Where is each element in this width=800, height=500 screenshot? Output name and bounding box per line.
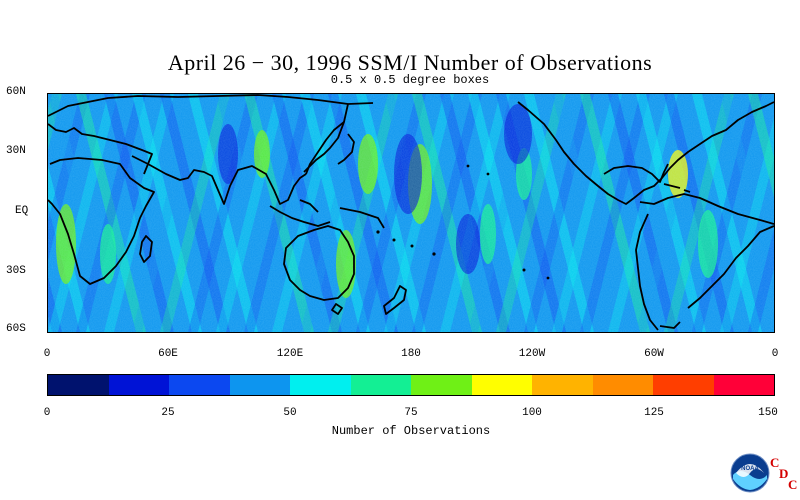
colorbar-segment-10 bbox=[653, 375, 714, 395]
colorbar-title: Number of Observations bbox=[331, 424, 491, 438]
lon-label-180: 180 bbox=[401, 348, 421, 360]
coast-new-zealand bbox=[383, 285, 407, 315]
lon-label-120w: 120W bbox=[518, 348, 546, 360]
colorbar-tick-0: 0 bbox=[43, 407, 51, 419]
coast-europe bbox=[48, 123, 153, 175]
colorbar-segment-11 bbox=[713, 375, 774, 395]
lat-label-60s: 60S bbox=[6, 323, 26, 335]
noaa-logo-text: NOAA bbox=[741, 466, 759, 472]
cdc-letter-2: D bbox=[779, 466, 789, 481]
coast-australia bbox=[283, 225, 355, 301]
coast-north-america bbox=[517, 101, 774, 205]
observation-map bbox=[47, 93, 775, 333]
lon-label-0-east: 0 bbox=[771, 348, 779, 360]
lat-label-30s: 30S bbox=[6, 265, 26, 277]
map-title: April 26 − 30, 1996 SSM/I Number of Obse… bbox=[167, 50, 653, 75]
coast-japan bbox=[337, 133, 355, 165]
lat-label-30n: 30N bbox=[6, 145, 26, 157]
colorbar-tick-125: 125 bbox=[644, 407, 664, 419]
map-subtitle: 0.5 x 0.5 degree boxes bbox=[330, 73, 490, 87]
coast-south-asia bbox=[131, 155, 307, 205]
colorbar-segment-9 bbox=[592, 375, 653, 395]
cdc-letter-3: C bbox=[788, 477, 798, 492]
noaa-logo-icon: NOAA bbox=[730, 453, 770, 493]
coast-eurasia bbox=[48, 94, 374, 173]
colorbar-segment-6 bbox=[411, 375, 472, 395]
colorbar-segment-2 bbox=[169, 375, 230, 395]
pacific-islands bbox=[376, 164, 550, 280]
colorbar-segment-7 bbox=[471, 375, 532, 395]
lon-label-60w: 60W bbox=[644, 348, 664, 360]
colorbar-segment-8 bbox=[532, 375, 593, 395]
colorbar-segment-5 bbox=[350, 375, 411, 395]
coast-south-tip bbox=[659, 321, 681, 329]
coastlines bbox=[48, 94, 774, 331]
colorbar-tick-50: 50 bbox=[283, 407, 297, 419]
lon-label-120e: 120E bbox=[276, 348, 304, 360]
coast-indonesia bbox=[269, 199, 385, 229]
lat-label-eq: EQ bbox=[15, 205, 29, 217]
lon-label-60e: 60E bbox=[158, 348, 178, 360]
colorbar-segment-3 bbox=[229, 375, 290, 395]
cdc-letter-1: C bbox=[770, 455, 780, 470]
coast-south-america bbox=[635, 193, 774, 331]
coast-tasmania bbox=[331, 303, 343, 315]
colorbar bbox=[47, 374, 775, 396]
coast-caribbean bbox=[663, 183, 691, 193]
colorbar-segment-0 bbox=[48, 375, 109, 395]
coast-gulf bbox=[603, 163, 669, 183]
colorbar-tick-25: 25 bbox=[161, 407, 175, 419]
colorbar-segment-1 bbox=[108, 375, 169, 395]
coast-east-asia bbox=[305, 121, 345, 175]
noise-overlay bbox=[48, 94, 774, 332]
colorbar-tick-75: 75 bbox=[404, 407, 418, 419]
colorbar-tick-100: 100 bbox=[522, 407, 542, 419]
colorbar-tick-150: 150 bbox=[758, 407, 778, 419]
colorbar-segment-4 bbox=[290, 375, 351, 395]
lat-label-60n: 60N bbox=[6, 86, 26, 98]
lon-label-0-west: 0 bbox=[43, 348, 51, 360]
coast-africa bbox=[48, 157, 155, 285]
coast-madagascar bbox=[139, 235, 153, 263]
